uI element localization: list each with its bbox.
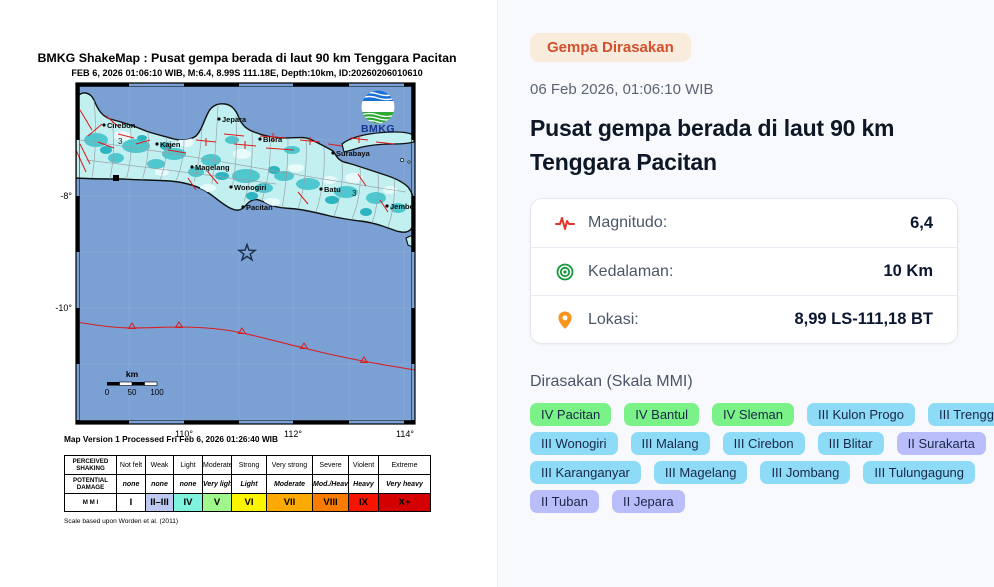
location-icon — [558, 311, 572, 329]
lat-label: -8° — [60, 191, 72, 201]
map-axis-labels: -8° -10° 110° 112° 114° — [55, 191, 414, 439]
felt-region-tag: III Cirebon — [722, 432, 805, 455]
felt-region-tag: III Tulungagung — [863, 461, 976, 484]
city-label: Kajen — [160, 140, 181, 149]
shakemap-pane: BMKG ShakeMap : Pusat gempa berada di la… — [37, 51, 457, 525]
location-value: 8,99 LS-111,18 BT — [794, 310, 933, 328]
svg-text:100: 100 — [150, 388, 164, 397]
felt-region-tag: III Malang — [630, 432, 710, 455]
depth-label: Kedalaman: — [588, 262, 674, 280]
felt-region-tag: III Wonogiri — [530, 432, 618, 455]
city-label: Magelang — [195, 163, 230, 172]
scale-attribution: Scale based upon Worden et al. (2011) — [64, 518, 179, 525]
svg-text:BMKG: BMKG — [361, 123, 395, 135]
city-labels: Cirebon Kajen Jepara Blora Magelang Sura… — [102, 115, 417, 212]
map-version-note: Map Version 1 Processed Fri Feb 6, 2026 … — [64, 434, 278, 444]
stat-row-magnitude: Magnitudo: 6,4 — [531, 199, 957, 247]
felt-regions-list: IV Pacitan IV Bantul IV Sleman III Kulon… — [530, 403, 994, 513]
trench-line — [76, 321, 415, 371]
felt-region-tag: III Blitar — [817, 432, 884, 455]
felt-region-tag: III Magelang — [653, 461, 748, 484]
map-frame — [75, 82, 416, 425]
event-headline: Pusat gempa berada di laut 90 km Tenggar… — [530, 115, 895, 175]
svg-text:0: 0 — [105, 388, 110, 397]
map-title: BMKG ShakeMap : Pusat gempa berada di la… — [37, 51, 457, 65]
stat-row-depth: Kedalaman: 10 Km — [531, 247, 957, 295]
bmkg-logo: BMKG — [361, 90, 395, 135]
lat-label: -10° — [55, 303, 72, 313]
city-label: Batu — [324, 185, 341, 194]
lon-label: 112° — [284, 429, 302, 439]
magnitude-value: 6,4 — [910, 213, 933, 232]
fault-lines — [76, 109, 395, 213]
stat-row-location: Lokasi: 8,99 LS-111,18 BT — [531, 295, 957, 343]
city-label: Surabaya — [336, 149, 371, 158]
event-stats-card: Magnitudo: 6,4 Kedalaman: 10 Km Lokasi: … — [530, 198, 958, 344]
epicenter-star — [236, 242, 258, 262]
felt-region-tag: II Jepara — [611, 490, 685, 513]
felt-region-tag: III Kulon Progo — [807, 403, 916, 426]
shakemap-image: Cirebon Kajen Jepara Blora Magelang Sura… — [55, 82, 417, 439]
felt-region-tag: III Jombang — [760, 461, 851, 484]
magnitude-label: Magnitudo: — [588, 214, 668, 231]
event-datetime: 06 Feb 2026, 01:06:10 WIB — [530, 81, 714, 98]
felt-region-tag: III Trenggalek — [928, 403, 994, 426]
lon-label: 114° — [396, 429, 414, 439]
felt-region-tag: IV Bantul — [624, 403, 700, 426]
felt-region-tag: IV Pacitan — [530, 403, 612, 426]
city-label: Wonogiri — [234, 183, 266, 192]
felt-region-tag: III Karanganyar — [530, 461, 641, 484]
felt-mmi-heading: Dirasakan (Skala MMI) — [530, 373, 693, 390]
city-label: Jember — [390, 202, 417, 211]
svg-text:km: km — [126, 369, 139, 379]
event-detail-panel: Gempa Dirasakan 06 Feb 2026, 01:06:10 WI… — [497, 0, 994, 587]
mmi-row-label: PERCEIVED SHAKING — [64, 455, 117, 475]
svg-text:50: 50 — [128, 388, 137, 397]
contour-label: 3 — [118, 137, 123, 146]
felt-region-tag: IV Sleman — [712, 403, 795, 426]
mmi-row-label: POTENTIAL DAMAGE — [64, 474, 117, 494]
magnitude-icon — [555, 217, 575, 230]
mmi-row-label: M M I — [64, 493, 117, 512]
location-label: Lokasi: — [588, 310, 639, 328]
station-marker — [113, 175, 119, 181]
city-label: Jepara — [222, 115, 247, 124]
depth-value: 10 Km — [883, 262, 933, 280]
contour-label: 3 — [352, 189, 357, 198]
mmi-scale-table: PERCEIVED SHAKING Not felt Weak Light Mo… — [64, 455, 431, 512]
map-scalebar: km 0 50 100 — [105, 369, 164, 397]
depth-icon — [556, 263, 574, 280]
city-label: Pacitan — [246, 203, 273, 212]
felt-region-tag: II Surakarta — [896, 432, 986, 455]
map-subtitle: FEB 6, 2026 01:06:10 WIB, M:6.4, 8.99S 1… — [71, 68, 423, 78]
event-type-badge: Gempa Dirasakan — [530, 33, 691, 62]
city-label: Cirebon — [107, 121, 136, 130]
city-label: Blora — [263, 135, 283, 144]
felt-region-tag: II Tuban — [530, 490, 599, 513]
lon-label: 110° — [175, 429, 193, 439]
